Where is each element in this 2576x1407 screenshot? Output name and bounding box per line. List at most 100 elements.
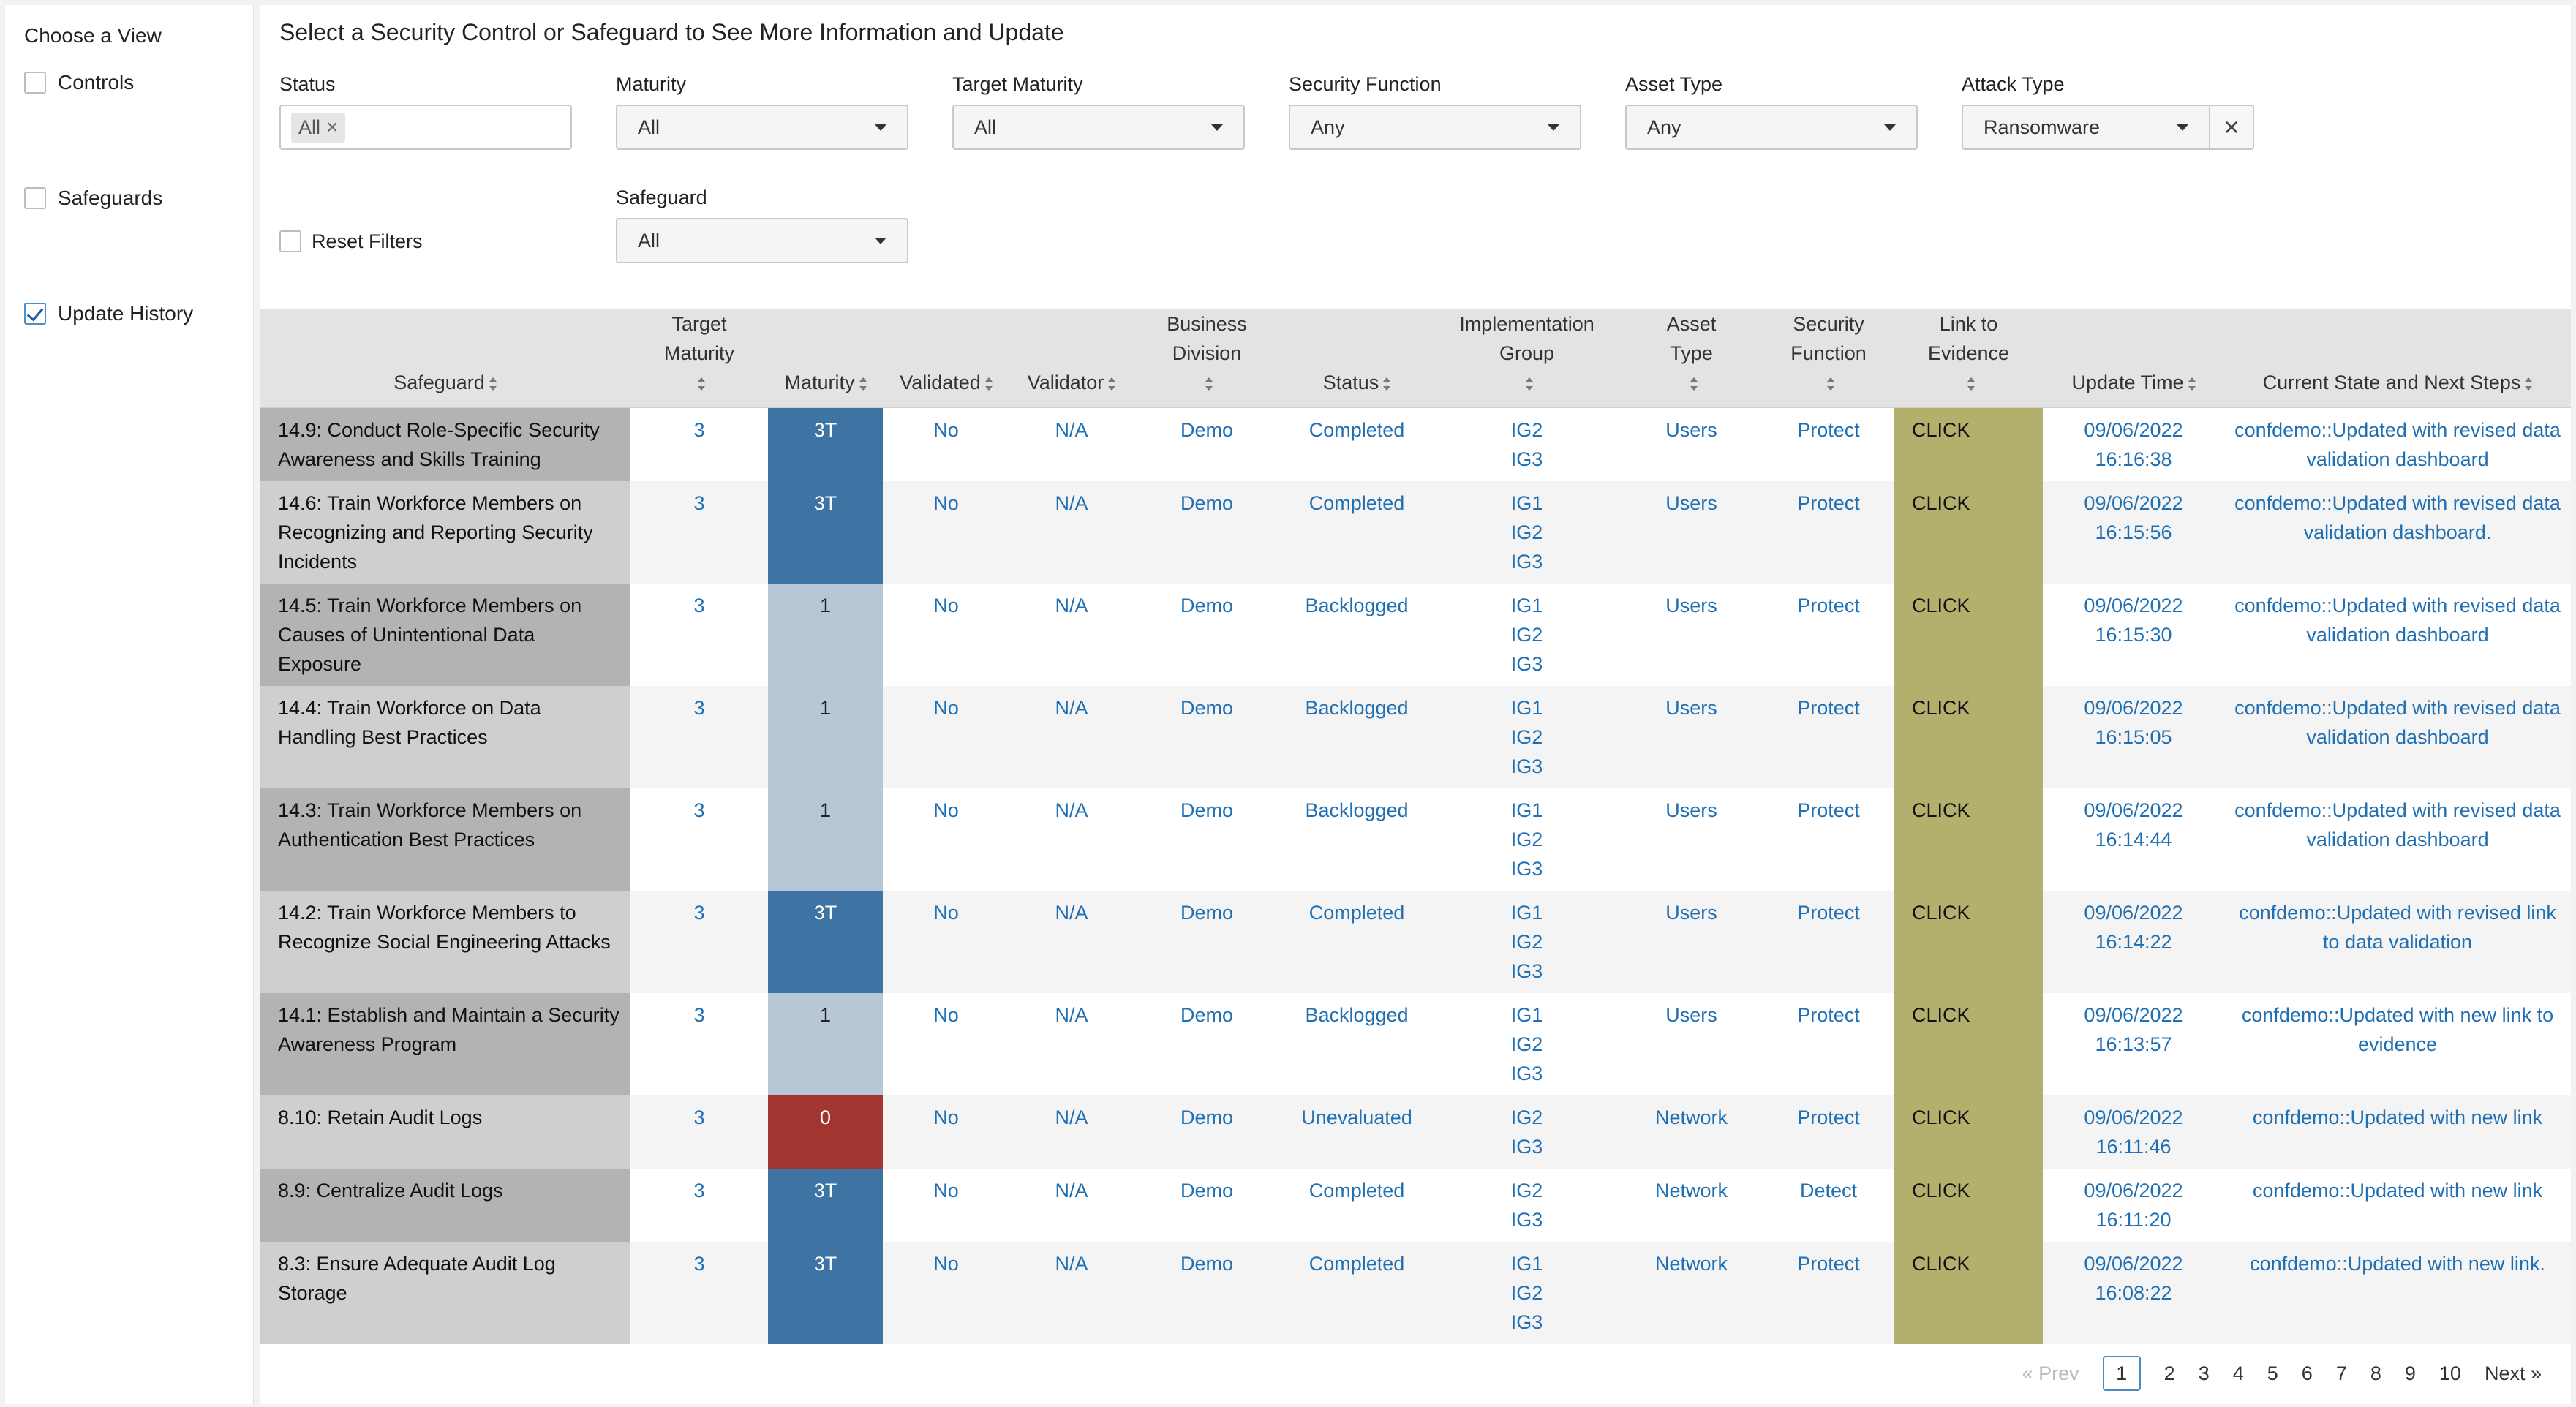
validator-cell[interactable]: N/A <box>1009 686 1134 788</box>
status-cell[interactable]: Unevaluated <box>1280 1095 1434 1169</box>
controls-checkbox[interactable] <box>24 72 46 94</box>
business-division-cell[interactable]: Demo <box>1134 1169 1280 1242</box>
implementation-group-cell[interactable]: IG1 IG2 IG3 <box>1434 788 1620 891</box>
page-link[interactable]: 7 <box>2335 1362 2347 1384</box>
maturity-cell[interactable]: 3T <box>768 1242 883 1344</box>
validator-cell[interactable]: N/A <box>1009 584 1134 686</box>
evidence-link-cell[interactable]: CLICK <box>1894 1095 2043 1169</box>
validated-cell[interactable]: No <box>883 584 1009 686</box>
remove-chip-icon[interactable]: × <box>326 116 339 138</box>
validated-cell[interactable]: No <box>883 891 1009 993</box>
safeguard-cell[interactable]: 14.3: Train Workforce Members on Authent… <box>260 788 630 891</box>
column-header[interactable]: Safeguard <box>260 309 630 408</box>
update-time-cell[interactable]: 09/06/2022 16:15:05 <box>2043 686 2224 788</box>
evidence-link-cell[interactable]: CLICK <box>1894 1169 2043 1242</box>
next-page-link[interactable]: Next » <box>2484 1362 2542 1384</box>
asset-type-cell[interactable]: Users <box>1620 891 1763 993</box>
page-link[interactable]: 3 <box>2198 1362 2210 1384</box>
asset-type-cell[interactable]: Users <box>1620 993 1763 1095</box>
evidence-link-cell[interactable]: CLICK <box>1894 584 2043 686</box>
implementation-group-cell[interactable]: IG2 IG3 <box>1434 407 1620 481</box>
table-row[interactable]: 14.6: Train Workforce Members on Recogni… <box>260 481 2571 584</box>
sort-icon[interactable] <box>1205 377 1213 391</box>
safeguard-cell[interactable]: 14.2: Train Workforce Members to Recogni… <box>260 891 630 993</box>
business-division-cell[interactable]: Demo <box>1134 1242 1280 1344</box>
update-time-cell[interactable]: 09/06/2022 16:08:22 <box>2043 1242 2224 1344</box>
safeguard-cell[interactable]: 8.3: Ensure Adequate Audit Log Storage <box>260 1242 630 1344</box>
security-function-cell[interactable]: Protect <box>1763 1095 1894 1169</box>
sort-icon[interactable] <box>1525 377 1533 391</box>
target-maturity-cell[interactable]: 3 <box>630 891 768 993</box>
update-time-cell[interactable]: 09/06/2022 16:15:56 <box>2043 481 2224 584</box>
column-header[interactable]: Implementation Group <box>1434 309 1620 408</box>
asset-type-cell[interactable]: Network <box>1620 1095 1763 1169</box>
asset-type-cell[interactable]: Users <box>1620 481 1763 584</box>
safeguard-cell[interactable]: 14.4: Train Workforce on Data Handling B… <box>260 686 630 788</box>
column-header[interactable]: Update Time <box>2043 309 2224 408</box>
asset-type-cell[interactable]: Network <box>1620 1242 1763 1344</box>
column-header[interactable]: Asset Type <box>1620 309 1763 408</box>
page-link[interactable]: 4 <box>2232 1362 2244 1384</box>
safeguard-cell[interactable]: 14.9: Conduct Role-Specific Security Awa… <box>260 407 630 481</box>
target-maturity-cell[interactable]: 3 <box>630 407 768 481</box>
validated-cell[interactable]: No <box>883 1095 1009 1169</box>
validator-cell[interactable]: N/A <box>1009 993 1134 1095</box>
security-function-cell[interactable]: Protect <box>1763 481 1894 584</box>
evidence-link-cell[interactable]: CLICK <box>1894 481 2043 584</box>
implementation-group-cell[interactable]: IG2 IG3 <box>1434 1169 1620 1242</box>
view-option-controls[interactable]: Controls <box>24 68 134 97</box>
status-cell[interactable]: Backlogged <box>1280 788 1434 891</box>
safeguards-checkbox[interactable] <box>24 187 46 209</box>
current-state-cell[interactable]: confdemo::Updated with revised link to d… <box>2224 891 2571 993</box>
target-maturity-cell[interactable]: 3 <box>630 788 768 891</box>
implementation-group-cell[interactable]: IG2 IG3 <box>1434 1095 1620 1169</box>
sort-icon[interactable] <box>1383 377 1391 391</box>
status-cell[interactable]: Completed <box>1280 1169 1434 1242</box>
safeguard-cell[interactable]: 14.1: Establish and Maintain a Security … <box>260 993 630 1095</box>
table-row[interactable]: 14.5: Train Workforce Members on Causes … <box>260 584 2571 686</box>
validated-cell[interactable]: No <box>883 1242 1009 1344</box>
safeguard-cell[interactable]: 14.6: Train Workforce Members on Recogni… <box>260 481 630 584</box>
security-function-cell[interactable]: Protect <box>1763 891 1894 993</box>
current-state-cell[interactable]: confdemo::Updated with new link <box>2224 1169 2571 1242</box>
sort-icon[interactable] <box>1690 377 1698 391</box>
safeguard-dropdown[interactable]: All <box>616 218 908 263</box>
page-link[interactable]: 9 <box>2404 1362 2416 1384</box>
prev-page-link[interactable]: « Prev <box>2022 1362 2079 1384</box>
update-time-cell[interactable]: 09/06/2022 16:11:20 <box>2043 1169 2224 1242</box>
asset-type-cell[interactable]: Users <box>1620 584 1763 686</box>
page-current[interactable]: 1 <box>2102 1356 2141 1391</box>
target-maturity-cell[interactable]: 3 <box>630 1169 768 1242</box>
evidence-link-cell[interactable]: CLICK <box>1894 1242 2043 1344</box>
asset-type-cell[interactable]: Users <box>1620 686 1763 788</box>
maturity-dropdown[interactable]: All <box>616 105 908 150</box>
table-row[interactable]: 8.10: Retain Audit Logs 3 0 No N/A Demo Uneval… <box>260 1095 2571 1169</box>
table-row[interactable]: 14.9: Conduct Role-Specific Security Awa… <box>260 407 2571 481</box>
evidence-link-cell[interactable]: CLICK <box>1894 407 2043 481</box>
current-state-cell[interactable]: confdemo::Updated with revised data vali… <box>2224 788 2571 891</box>
asset-type-cell[interactable]: Users <box>1620 407 1763 481</box>
implementation-group-cell[interactable]: IG1 IG2 IG3 <box>1434 481 1620 584</box>
evidence-link-cell[interactable]: CLICK <box>1894 686 2043 788</box>
table-row[interactable]: 8.9: Centralize Audit Logs 3 3T No N/A Demo Co… <box>260 1169 2571 1242</box>
security-function-cell[interactable]: Protect <box>1763 788 1894 891</box>
column-header[interactable]: Business Division <box>1134 309 1280 408</box>
maturity-cell[interactable]: 1 <box>768 584 883 686</box>
target-maturity-dropdown[interactable]: All <box>952 105 1245 150</box>
page-link[interactable]: 8 <box>2370 1362 2381 1384</box>
safeguard-cell[interactable]: 8.10: Retain Audit Logs <box>260 1095 630 1169</box>
security-function-cell[interactable]: Protect <box>1763 584 1894 686</box>
validated-cell[interactable]: No <box>883 686 1009 788</box>
sort-icon[interactable] <box>1108 377 1116 391</box>
implementation-group-cell[interactable]: IG1 IG2 IG3 <box>1434 686 1620 788</box>
column-header[interactable]: Target Maturity <box>630 309 768 408</box>
maturity-cell[interactable]: 3T <box>768 481 883 584</box>
current-state-cell[interactable]: confdemo::Updated with revised data vali… <box>2224 481 2571 584</box>
page-link[interactable]: 6 <box>2301 1362 2313 1384</box>
reset-filters-toggle[interactable]: Reset Filters <box>279 227 423 256</box>
sort-icon[interactable] <box>1827 377 1834 391</box>
validated-cell[interactable]: No <box>883 1169 1009 1242</box>
page-link[interactable]: 5 <box>2267 1362 2278 1384</box>
sort-icon[interactable] <box>2525 377 2533 391</box>
business-division-cell[interactable]: Demo <box>1134 686 1280 788</box>
